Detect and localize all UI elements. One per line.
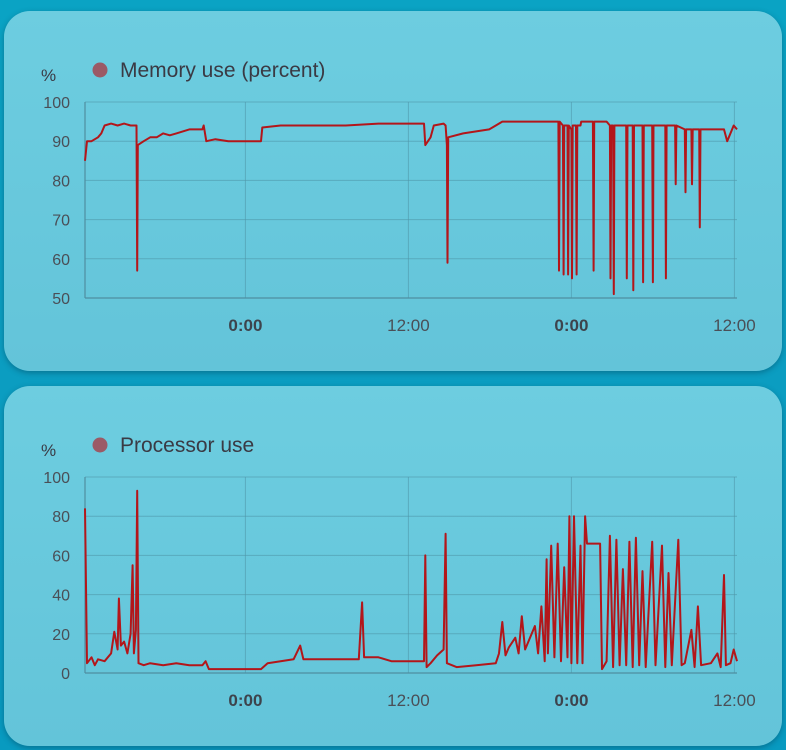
processor-series-line[interactable] [84, 489, 738, 671]
memory-use-card: % Memory use (percent) 50 60 70 80 90 100 0:00 12… [4, 11, 782, 371]
processor-ytick-40: 40 [52, 588, 70, 605]
memory-xtick-3: 12:00 [713, 316, 756, 335]
processor-legend-marker[interactable] [92, 437, 108, 453]
memory-xtick-1: 12:00 [387, 316, 430, 335]
memory-ytick-90: 90 [52, 134, 70, 151]
processor-xtick-1: 12:00 [387, 691, 430, 710]
processor-legend-label[interactable]: Processor use [120, 434, 254, 457]
memory-ytick-50: 50 [52, 291, 70, 308]
memory-xtick-2: 0:00 [554, 316, 588, 335]
memory-unit-label: % [41, 66, 56, 85]
processor-xtick-2: 0:00 [554, 691, 588, 710]
processor-ytick-20: 20 [52, 627, 70, 644]
memory-ytick-70: 70 [52, 213, 70, 230]
memory-ytick-100: 100 [43, 95, 70, 112]
memory-series-line[interactable] [84, 120, 738, 296]
memory-use-chart: % Memory use (percent) 50 60 70 80 90 100 0:00 12… [41, 59, 756, 335]
processor-ytick-80: 80 [52, 509, 70, 526]
memory-ytick-60: 60 [52, 252, 70, 269]
memory-legend-marker[interactable] [92, 62, 108, 78]
processor-use-card: % Processor use 0 20 40 60 80 100 0:00 12:00 0:00 1… [4, 386, 782, 746]
processor-use-chart: % Processor use 0 20 40 60 80 100 0:00 12:00 0:00 1… [41, 434, 756, 710]
memory-legend-label[interactable]: Memory use (percent) [120, 59, 325, 82]
processor-xtick-0: 0:00 [228, 691, 262, 710]
memory-ytick-80: 80 [52, 173, 70, 190]
memory-xtick-0: 0:00 [228, 316, 262, 335]
processor-ytick-100: 100 [43, 470, 70, 487]
processor-ytick-0: 0 [61, 666, 70, 683]
processor-unit-label: % [41, 441, 56, 460]
processor-xtick-3: 12:00 [713, 691, 756, 710]
processor-ytick-60: 60 [52, 548, 70, 565]
